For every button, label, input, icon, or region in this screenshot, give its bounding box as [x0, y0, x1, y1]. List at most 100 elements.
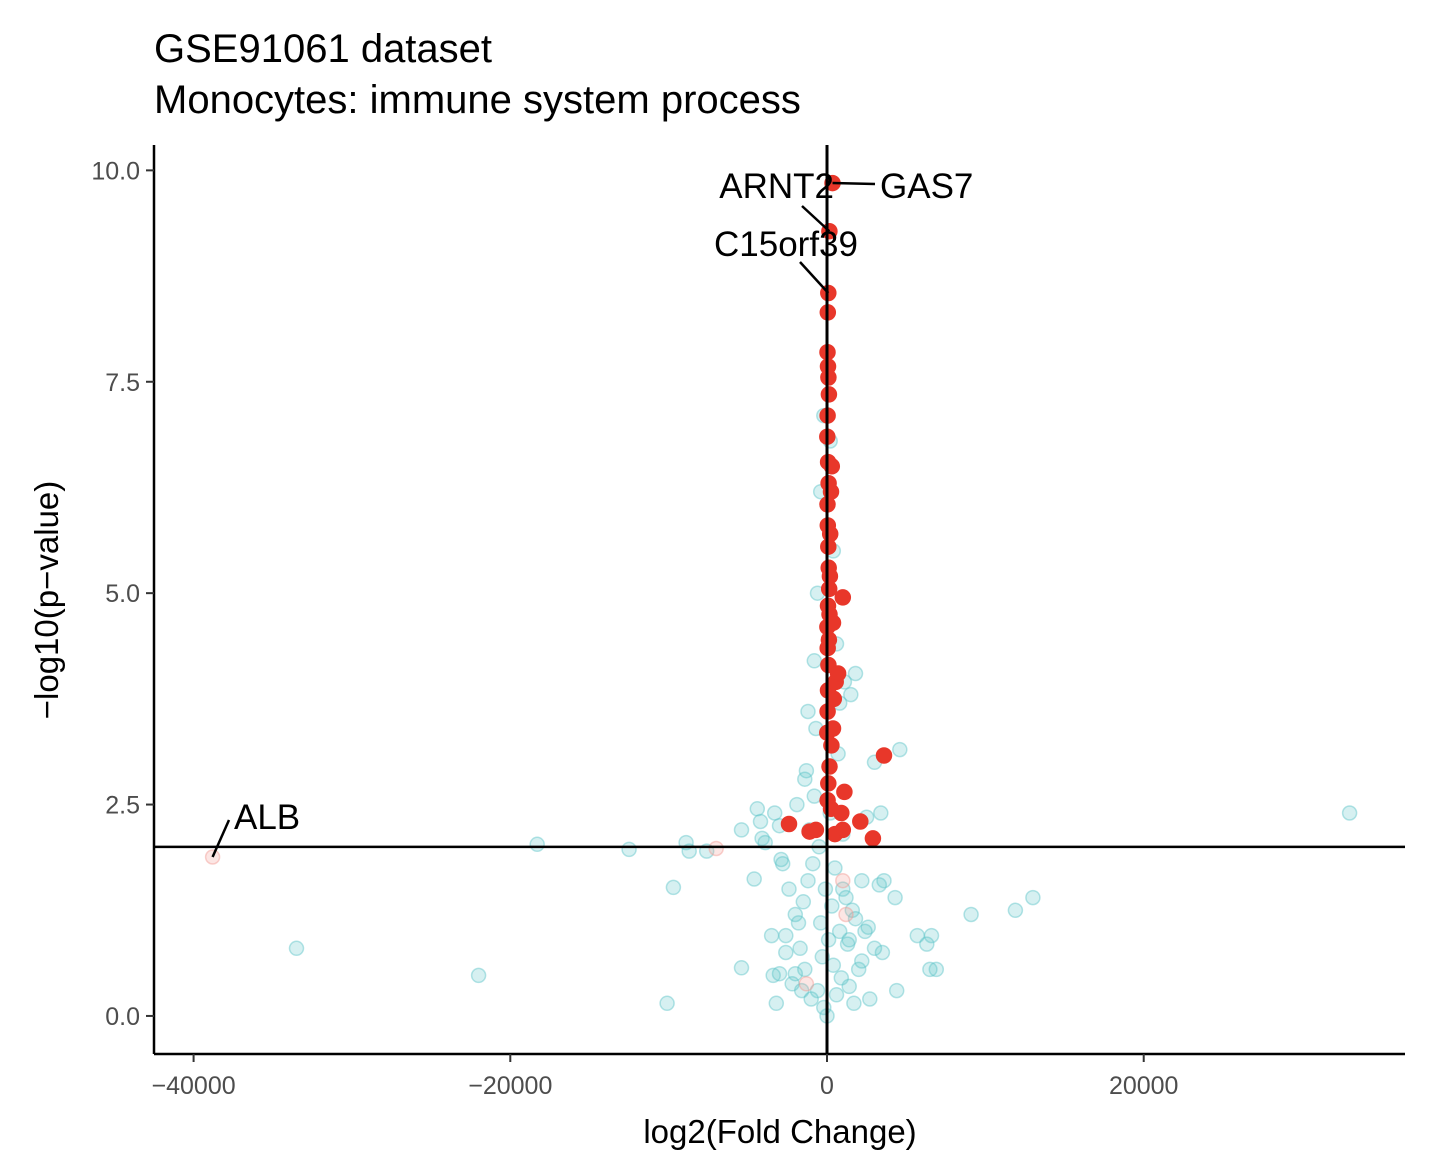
significant-point [834, 821, 852, 839]
nonsignificant-point [800, 872, 816, 889]
significant-point [821, 525, 839, 543]
nonsignificant-point [773, 851, 789, 868]
nonsignificant-point [784, 976, 800, 992]
y-tick-label: 0.0 [105, 1003, 140, 1031]
nonsignificant-point [765, 967, 781, 984]
nonsignificant-point [792, 940, 808, 957]
nonsignificant-point [828, 987, 845, 1003]
nonsignificant-point [888, 982, 905, 999]
nonsignificant-point [841, 978, 857, 995]
significant-point [821, 758, 838, 775]
data-points [204, 174, 1358, 1024]
gene-labels: GAS7 ARNT2 C15orf39 ALB [211, 167, 973, 858]
nonsignificant-point [928, 961, 945, 978]
significant-point [824, 614, 842, 632]
nonsignificant-point [771, 965, 788, 982]
y-axis-title: −log10(p−value) [28, 481, 65, 720]
leader-line-alb [211, 819, 231, 858]
significant-point [780, 815, 798, 833]
nonsignificant-point [873, 805, 889, 821]
significant-point [807, 821, 825, 839]
significant-point [875, 747, 893, 764]
nonsignificant-point [787, 906, 804, 923]
y-tick-label: 7.5 [105, 369, 140, 397]
nonsignificant-point [887, 889, 903, 906]
nonsignificant-point [854, 872, 870, 889]
nonsignificant-point [831, 923, 848, 940]
nonsignificant-point [1025, 889, 1041, 906]
nonsignificant-point [754, 830, 770, 847]
significant-point [833, 804, 850, 822]
nonsignificant-point [923, 927, 940, 944]
nonsignificant-point [838, 889, 854, 906]
nonsignificant-point [1007, 902, 1024, 919]
gene-label-gas7: GAS7 [880, 167, 973, 206]
y-tick-label: 5.0 [105, 580, 140, 608]
gene-label-arnt2: ARNT2 [719, 167, 834, 206]
significant-point [820, 631, 838, 648]
nonsignificant-point [847, 910, 864, 927]
faded-point [708, 840, 724, 857]
nonsignificant-point [866, 940, 883, 957]
nonsignificant-point [862, 991, 878, 1007]
nonsignificant-point [795, 894, 812, 910]
faded-point [204, 849, 221, 865]
nonsignificant-point [843, 686, 859, 703]
nonsignificant-point [874, 944, 891, 961]
nonsignificant-point [809, 982, 826, 999]
significant-point [825, 690, 843, 708]
significant-point [836, 783, 853, 801]
x-tick-label: 20000 [1109, 1072, 1179, 1100]
nonsignificant-point [817, 881, 834, 897]
nonsignificant-point [789, 796, 805, 813]
nonsignificant-point [1341, 805, 1358, 821]
axes: 0.0 2.5 5.0 7.5 10.0 −40000 −20000 0 20000 [91, 145, 1405, 1100]
gene-label-c15orf39: C15orf39 [714, 225, 858, 264]
nonsignificant-point [847, 665, 864, 682]
nonsignificant-point [768, 995, 785, 1012]
significant-point [864, 830, 882, 847]
nonsignificant-point [797, 771, 813, 787]
significant-point [834, 589, 852, 606]
significant-point [852, 813, 869, 830]
nonsignificant-point [746, 871, 762, 887]
significant-point [829, 665, 847, 682]
significant-point [821, 567, 839, 585]
x-tick-label: 0 [820, 1072, 834, 1100]
nonsignificant-point [846, 995, 862, 1012]
nonsignificant-point [798, 762, 815, 779]
significant-point [824, 720, 842, 737]
nonsignificant-point [778, 944, 794, 961]
nonsignificant-point [806, 788, 823, 804]
chart-subtitle: Monocytes: immune system process [154, 78, 801, 122]
nonsignificant-point [963, 906, 979, 923]
nonsignificant-point [844, 902, 861, 919]
nonsignificant-point [763, 927, 780, 944]
nonsignificant-point [800, 703, 816, 720]
nonsignificant-point [857, 923, 873, 940]
nonsignificant-point [790, 915, 807, 931]
nonsignificant-point [839, 936, 856, 952]
nonsignificant-point [860, 919, 876, 935]
nonsignificant-point [850, 961, 867, 978]
y-tick-label: 10.0 [91, 157, 140, 185]
nonsignificant-point [922, 961, 938, 978]
faded-point [835, 872, 851, 889]
nonsignificant-point [288, 940, 305, 957]
nonsignificant-point [659, 995, 675, 1012]
nonsignificant-point [766, 805, 783, 821]
significant-point [820, 386, 838, 403]
nonsignificant-point [781, 881, 797, 897]
nonsignificant-point [805, 855, 821, 872]
nonsignificant-point [733, 822, 750, 838]
gene-label-alb: ALB [234, 798, 300, 837]
nonsignificant-point [892, 741, 908, 758]
leader-line-c15orf39 [799, 261, 830, 294]
x-axis-title: log2(Fold Change) [643, 1113, 916, 1150]
chart-title: GSE91061 dataset [154, 27, 492, 71]
nonsignificant-point [470, 967, 487, 984]
nonsignificant-point [774, 855, 791, 872]
leader-line-gas7 [832, 181, 876, 186]
nonsignificant-point [787, 965, 804, 982]
faded-point [798, 976, 815, 992]
